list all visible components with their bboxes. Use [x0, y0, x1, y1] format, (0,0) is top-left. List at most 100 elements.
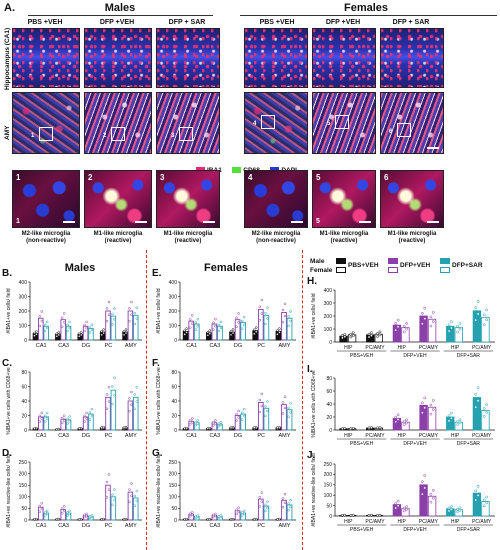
panel-i-point-5-0-0 [474, 405, 478, 409]
panel-g-xtick-label-0: CA1 [186, 523, 197, 529]
panel-f-point-0-1-3 [190, 417, 194, 420]
panel-b-point-2-0-1 [79, 333, 83, 337]
panel-b-point-0-1-3 [40, 310, 44, 313]
panel-g-ytick-label-5: 250 [169, 460, 178, 466]
panel-h-point-0-0-0 [341, 336, 344, 340]
panel-e-bar-0-3 [252, 330, 259, 341]
panel-b-point-2-1-1 [85, 326, 88, 330]
panel-b-point-3-0-2 [100, 330, 103, 333]
panel-j-point-4-0-0 [447, 509, 451, 513]
panel-j-point-2-0-1 [396, 504, 400, 508]
panel-d-point-0-1-3 [40, 502, 44, 505]
panel-h-ylabel: #IBA1+ve cells/ field [311, 293, 317, 338]
panel-h-bar-male-4 [446, 326, 455, 343]
panel-c-point-0-0-3 [35, 426, 38, 430]
panel-c-xtick-label-2: DG [82, 433, 90, 439]
panel-e-point-1-2-2 [217, 323, 221, 327]
panel-b-point-4-0-0 [122, 333, 126, 337]
panel-g-point-0-1-3 [190, 511, 194, 514]
panel-h-point-0-1-0 [349, 335, 353, 339]
panel-g-letter: G. [152, 448, 163, 459]
panel-j-point-3-1-2 [429, 492, 433, 496]
panel-h-bar-female-4 [454, 327, 463, 343]
panel-a-letter: A. [4, 2, 15, 14]
panel-g-bar-1-4 [281, 499, 287, 521]
panel-b-point-2-2-3 [90, 323, 94, 327]
panel-b-point-2-2-2 [88, 326, 92, 329]
panel-f-point-3-1-1 [260, 404, 264, 408]
panel-d-bar-1-0 [38, 506, 44, 521]
panel-e-point-2-0-0 [229, 333, 233, 337]
panel-d-point-4-2-2 [133, 494, 137, 498]
zoom-label-2-line1: M1-like microglia [93, 231, 143, 237]
panel-f-point-2-0-2 [229, 426, 233, 429]
panel-i-ytick-label-2: 40 [326, 402, 332, 408]
panel-d-point-4-1-2 [128, 488, 131, 491]
panel-b-bar-2-3 [110, 315, 117, 341]
panel-c-point-1-1-3 [62, 414, 66, 418]
panel-j-point-4-1-1 [458, 509, 462, 512]
inset-box-1-number: 1 [31, 133, 35, 139]
panel-h-ytick-label-3: 300 [324, 301, 333, 307]
panel-g-point-0-1-1 [190, 513, 194, 517]
panel-c-point-1-1-1 [62, 419, 66, 422]
panel-c-point-4-0-2 [122, 426, 126, 429]
panel-d-point-0-0-3 [35, 517, 38, 521]
panel-b-point-1-2-1 [68, 326, 71, 330]
females-title-underline [240, 15, 497, 16]
panel-j-group-label-2: DFP+SAR [457, 527, 481, 533]
panel-i-point-4-0-2 [447, 414, 451, 418]
panel-b-point-0-0-1 [35, 333, 38, 336]
panel-j-bar-female-2 [401, 508, 410, 517]
panel-c-point-3-0-3 [102, 425, 105, 429]
cond-female-dfp: DFP +VEH [325, 19, 361, 26]
panel-b-point-3-1-2 [105, 307, 109, 310]
panel-f-point-4-0-2 [276, 426, 279, 429]
panel-f-bar-2-3 [263, 407, 270, 431]
panel-g-xtick-label-1: CA3 [209, 523, 220, 529]
panel-d-point-3-2-0 [111, 503, 114, 507]
panel-d-point-4-2-0 [133, 504, 137, 507]
panel-i-point-2-1-3 [405, 418, 408, 422]
panel-b-point-4-1-0 [128, 319, 131, 323]
panel-j-bar-female-5 [481, 501, 490, 517]
panel-d-point-3-1-0 [105, 496, 109, 499]
panel-i-point-0-1-2 [349, 427, 353, 430]
panel-g-ytick-label-3: 150 [169, 483, 178, 489]
panel-c-point-1-1-0 [60, 421, 64, 425]
panel-h-point-3-0-3 [423, 306, 427, 310]
panel-e-point-0-0-2 [183, 329, 186, 332]
panel-e-bar-1-2 [234, 319, 241, 341]
panel-j-point-0-1-3 [351, 513, 355, 517]
panel-c-point-4-2-0 [133, 407, 137, 411]
panel-g-point-1-0-2 [206, 517, 210, 521]
panel-g-point-4-1-3 [283, 492, 287, 496]
panel-e-point-0-2-0 [194, 328, 198, 331]
panel-f-point-1-1-1 [214, 422, 217, 425]
panel-e-point-4-0-2 [276, 329, 279, 332]
panel-h-ytick-label-4: 400 [324, 288, 333, 294]
panel-i-bar-male-2 [392, 417, 402, 431]
panel-j-xtick-label-0: HIP [344, 519, 353, 525]
panel-j-point-2-0-3 [396, 499, 400, 503]
panel-c-point-2-2-0 [88, 418, 92, 421]
zoom-inset-5-number: 5 [316, 173, 321, 182]
panel-h-bar-female-3 [427, 318, 437, 343]
panel-h-point-3-1-2 [429, 315, 433, 319]
panel-f-point-3-2-1 [266, 409, 269, 413]
legend-sar-label: DFP+SAR [452, 262, 483, 269]
panel-c-bar-2-2 [88, 413, 94, 431]
panel-g-ylabel: #IBA1+ve reactive-like cells/ field [156, 454, 162, 527]
panel-i-point-1-0-2 [367, 426, 371, 430]
females-chart-title: Females [203, 262, 249, 274]
panel-c-point-2-2-3 [90, 407, 94, 411]
panel-i-point-1-1-3 [378, 426, 382, 429]
panel-i-bar-male-3 [419, 404, 428, 431]
panel-e-point-1-0-1 [208, 332, 212, 335]
panel-j-point-5-1-0 [482, 504, 486, 508]
panel-b-ytick-label-4: 400 [19, 280, 28, 286]
panel-e-point-2-1-2 [235, 316, 238, 320]
panel-b-point-1-1-1 [62, 321, 66, 324]
panel-h-point-0-0-2 [341, 334, 344, 337]
legend-male-sar-swatch [440, 258, 450, 264]
